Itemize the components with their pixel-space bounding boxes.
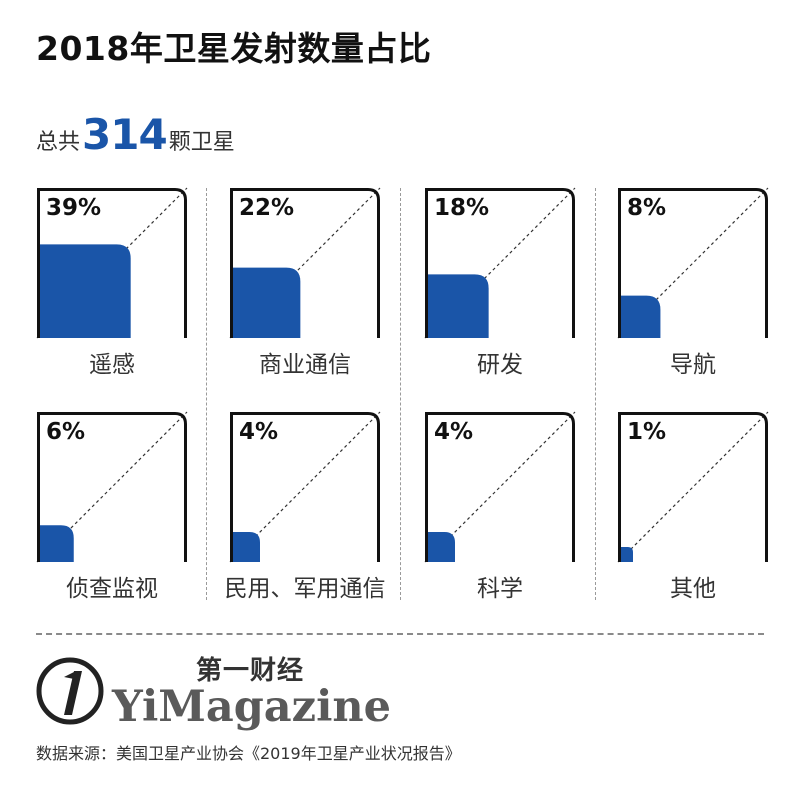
chart-cell: 4% bbox=[424, 411, 576, 563]
category-label: 侦查监视 bbox=[66, 576, 158, 602]
chart-title: 2018年卫星发射数量占比 bbox=[36, 29, 432, 68]
percent-label: 22% bbox=[239, 195, 295, 221]
category-label: 民用、军用通信 bbox=[224, 576, 386, 602]
square-frame bbox=[37, 412, 187, 562]
chart-cell: 39% bbox=[36, 187, 188, 339]
category-label: 商业通信 bbox=[259, 352, 351, 378]
column-divider bbox=[595, 188, 596, 600]
chart-cell: 18% bbox=[424, 187, 576, 339]
category-label: 遥感 bbox=[89, 352, 135, 378]
percent-label: 4% bbox=[239, 419, 279, 445]
chart-cell: 22% bbox=[229, 187, 381, 339]
diagonal-guide bbox=[36, 187, 188, 339]
share-bar bbox=[425, 532, 455, 562]
chart-square bbox=[617, 187, 769, 339]
diagonal-guide bbox=[36, 411, 188, 563]
chart-cell: 6% bbox=[36, 411, 188, 563]
share-bar bbox=[230, 267, 301, 338]
share-bar bbox=[618, 295, 661, 338]
footer-divider bbox=[36, 633, 764, 635]
chart-square bbox=[36, 411, 188, 563]
category-label: 导航 bbox=[670, 352, 716, 378]
chart-cell: 8% bbox=[617, 187, 769, 339]
square-frame bbox=[618, 412, 768, 562]
category-label: 研发 bbox=[477, 352, 523, 378]
square-frame bbox=[230, 188, 380, 338]
total-count: 总共314颗卫星 bbox=[36, 110, 235, 159]
share-bar bbox=[425, 274, 489, 338]
diagonal-guide bbox=[617, 187, 769, 339]
chart-square bbox=[424, 411, 576, 563]
total-prefix: 总共 bbox=[36, 130, 81, 155]
data-source: 数据来源：美国卫星产业协会《2019年卫星产业状况报告》 bbox=[36, 744, 461, 763]
share-bar bbox=[37, 525, 74, 562]
diagonal-guide bbox=[229, 411, 381, 563]
percent-label: 1% bbox=[627, 419, 667, 445]
diagonal-guide bbox=[229, 187, 381, 339]
square-frame bbox=[37, 188, 187, 338]
chart-square bbox=[424, 187, 576, 339]
chart-square bbox=[229, 411, 381, 563]
chart-square bbox=[229, 187, 381, 339]
percent-label: 39% bbox=[46, 195, 102, 221]
chart-cell: 4% bbox=[229, 411, 381, 563]
total-value: 314 bbox=[82, 110, 168, 159]
chart-square bbox=[36, 187, 188, 339]
chart-cell: 1% bbox=[617, 411, 769, 563]
square-frame bbox=[230, 412, 380, 562]
diagonal-guide bbox=[617, 411, 769, 563]
percent-label: 18% bbox=[434, 195, 490, 221]
column-divider bbox=[400, 188, 401, 600]
chart-square bbox=[617, 411, 769, 563]
brand-name-cn: 第一财经 bbox=[196, 656, 305, 686]
diagonal-guide bbox=[424, 187, 576, 339]
category-label: 科学 bbox=[477, 576, 523, 602]
total-suffix: 颗卫星 bbox=[168, 130, 235, 155]
category-label: 其他 bbox=[670, 576, 716, 602]
brand-name-en: YiMagazine bbox=[112, 682, 392, 732]
column-divider bbox=[206, 188, 207, 600]
percent-label: 6% bbox=[46, 419, 86, 445]
share-bar bbox=[230, 532, 260, 562]
percent-label: 8% bbox=[627, 195, 667, 221]
percent-label: 4% bbox=[434, 419, 474, 445]
yimagazine-logo-icon bbox=[36, 657, 104, 725]
diagonal-guide bbox=[424, 411, 576, 563]
share-bar bbox=[618, 547, 633, 562]
square-frame bbox=[618, 188, 768, 338]
square-frame bbox=[425, 412, 575, 562]
share-bar bbox=[37, 244, 131, 338]
square-frame bbox=[425, 188, 575, 338]
